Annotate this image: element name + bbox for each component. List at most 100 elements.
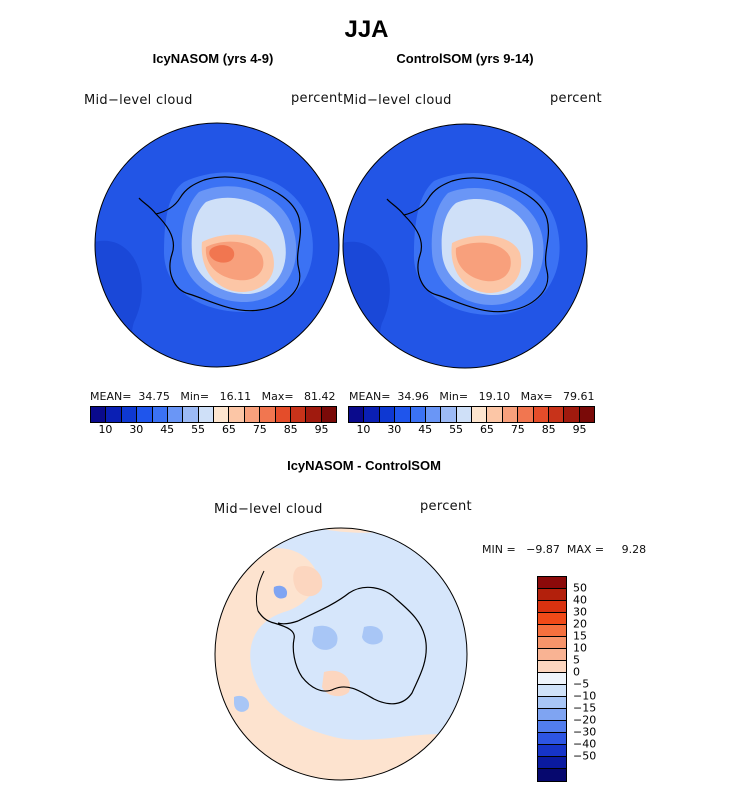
colorbar-swatch <box>395 407 411 422</box>
map-boundary <box>214 527 468 781</box>
left-colorbar <box>90 406 337 423</box>
colorbar-swatch <box>260 407 276 422</box>
colorbar-swatch <box>538 673 566 685</box>
right-map <box>342 123 588 369</box>
left-variable-label: Mid−level cloud <box>84 93 193 108</box>
colorbar-swatch <box>275 407 291 422</box>
colorbar-label: 10 <box>573 641 587 655</box>
colorbar-swatch <box>579 407 594 422</box>
colorbar-tick-label: 85 <box>283 423 298 436</box>
antarctica-coast <box>386 177 550 313</box>
main-title: JJA <box>344 16 389 43</box>
colorbar-tick-label: 95 <box>572 423 587 436</box>
colorbar-swatch <box>472 407 488 422</box>
diff-map <box>214 527 468 781</box>
colorbar-swatch <box>502 407 519 422</box>
right-variable-label: Mid−level cloud <box>343 93 452 108</box>
colorbar-tick-label: 75 <box>510 423 525 436</box>
colorbar-swatch <box>106 407 122 422</box>
colorbar-label: 20 <box>573 617 587 631</box>
colorbar-tick-label: 75 <box>252 423 267 436</box>
colorbar-tick-label: 85 <box>541 423 556 436</box>
colorbar-swatch <box>244 407 261 422</box>
colorbar-label: 15 <box>573 629 587 643</box>
colorbar-swatch <box>456 407 472 422</box>
colorbar-label: −40 <box>573 737 597 751</box>
colorbar-label: −15 <box>573 701 597 715</box>
diff-colorbar <box>537 576 567 782</box>
colorbar-swatch <box>183 407 199 422</box>
colorbar-tick-label: 10 <box>356 423 371 436</box>
colorbar-tick-label: 55 <box>191 423 206 436</box>
right-units-label: percent <box>550 91 602 106</box>
colorbar-swatch <box>538 661 566 673</box>
colorbar-swatch <box>349 407 365 422</box>
colorbar-label: 30 <box>573 605 587 619</box>
colorbar-swatch <box>548 407 565 422</box>
colorbar-label: 40 <box>573 593 587 607</box>
colorbar-label: 0 <box>573 665 580 679</box>
colorbar-swatch <box>538 709 566 721</box>
peninsula-coast <box>255 570 265 612</box>
diff-colorbar-labels: 50 40 30 20 15 10 5 0 −5 −10 −15 −20 −30 −40 −50 <box>573 576 623 780</box>
diff-units-label: percent <box>420 499 472 514</box>
colorbar-swatch <box>533 407 549 422</box>
colorbar-swatch <box>538 637 566 649</box>
colorbar-swatch <box>229 407 245 422</box>
colorbar-label: −5 <box>573 677 590 691</box>
right-stats: MEAN= 34.96 Min= 19.10 Max= 79.61 <box>349 390 595 403</box>
positive-blob-2 <box>322 670 350 697</box>
colorbar-swatch <box>538 625 566 637</box>
antarctica-coast <box>138 176 302 312</box>
colorbar-swatch <box>538 685 566 697</box>
colorbar-swatch <box>538 769 566 781</box>
colorbar-swatch <box>121 407 138 422</box>
left-stats: MEAN= 34.75 Min= 16.11 Max= 81.42 <box>90 390 336 403</box>
colorbar-swatch <box>538 613 566 625</box>
positive-region <box>215 548 467 780</box>
colorbar-swatch <box>198 407 214 422</box>
negative-blob-2 <box>362 625 383 645</box>
colorbar-swatch <box>538 601 566 613</box>
negative-blob <box>312 625 338 650</box>
colorbar-swatch <box>306 407 322 422</box>
map-boundary <box>94 122 340 368</box>
colorbar-swatch <box>538 733 566 745</box>
negative-blob-4 <box>273 585 288 599</box>
colorbar-tick-label: 95 <box>314 423 329 436</box>
colorbar-tick-label: 65 <box>479 423 494 436</box>
colorbar-swatch <box>410 407 426 422</box>
right-colorbar <box>348 406 595 423</box>
diff-variable-label: Mid−level cloud <box>214 502 323 517</box>
colorbar-swatch <box>379 407 396 422</box>
colorbar-label: −30 <box>573 725 597 739</box>
colorbar-swatch <box>137 407 153 422</box>
colorbar-tick-label: 10 <box>98 423 113 436</box>
colorbar-swatch <box>364 407 380 422</box>
left-colorbar-ticks: 10 30 45 55 65 75 85 95 <box>90 423 337 437</box>
colorbar-swatch <box>487 407 503 422</box>
positive-blob <box>293 565 323 597</box>
colorbar-tick-label: 55 <box>449 423 464 436</box>
colorbar-swatch <box>321 407 336 422</box>
right-colorbar-ticks: 10 30 45 55 65 75 85 95 <box>348 423 595 437</box>
right-panel-title: ControlSOM (yrs 9-14) <box>396 51 534 66</box>
negative-blob-3 <box>234 695 250 712</box>
colorbar-label: −10 <box>573 689 597 703</box>
colorbar-label: −20 <box>573 713 597 727</box>
colorbar-label: 50 <box>573 581 587 595</box>
left-map <box>94 122 340 368</box>
colorbar-swatch <box>538 589 566 601</box>
colorbar-swatch <box>538 757 566 769</box>
colorbar-label: 5 <box>573 653 580 667</box>
colorbar-swatch <box>91 407 107 422</box>
colorbar-swatch <box>167 407 184 422</box>
colorbar-tick-label: 65 <box>221 423 236 436</box>
antarctica-coast <box>257 586 427 705</box>
diff-panel-title: IcyNASOM - ControlSOM <box>287 458 441 473</box>
colorbar-swatch <box>538 721 566 733</box>
colorbar-swatch <box>152 407 168 422</box>
colorbar-swatch <box>564 407 580 422</box>
colorbar-swatch <box>538 649 566 661</box>
colorbar-swatch <box>538 745 566 757</box>
